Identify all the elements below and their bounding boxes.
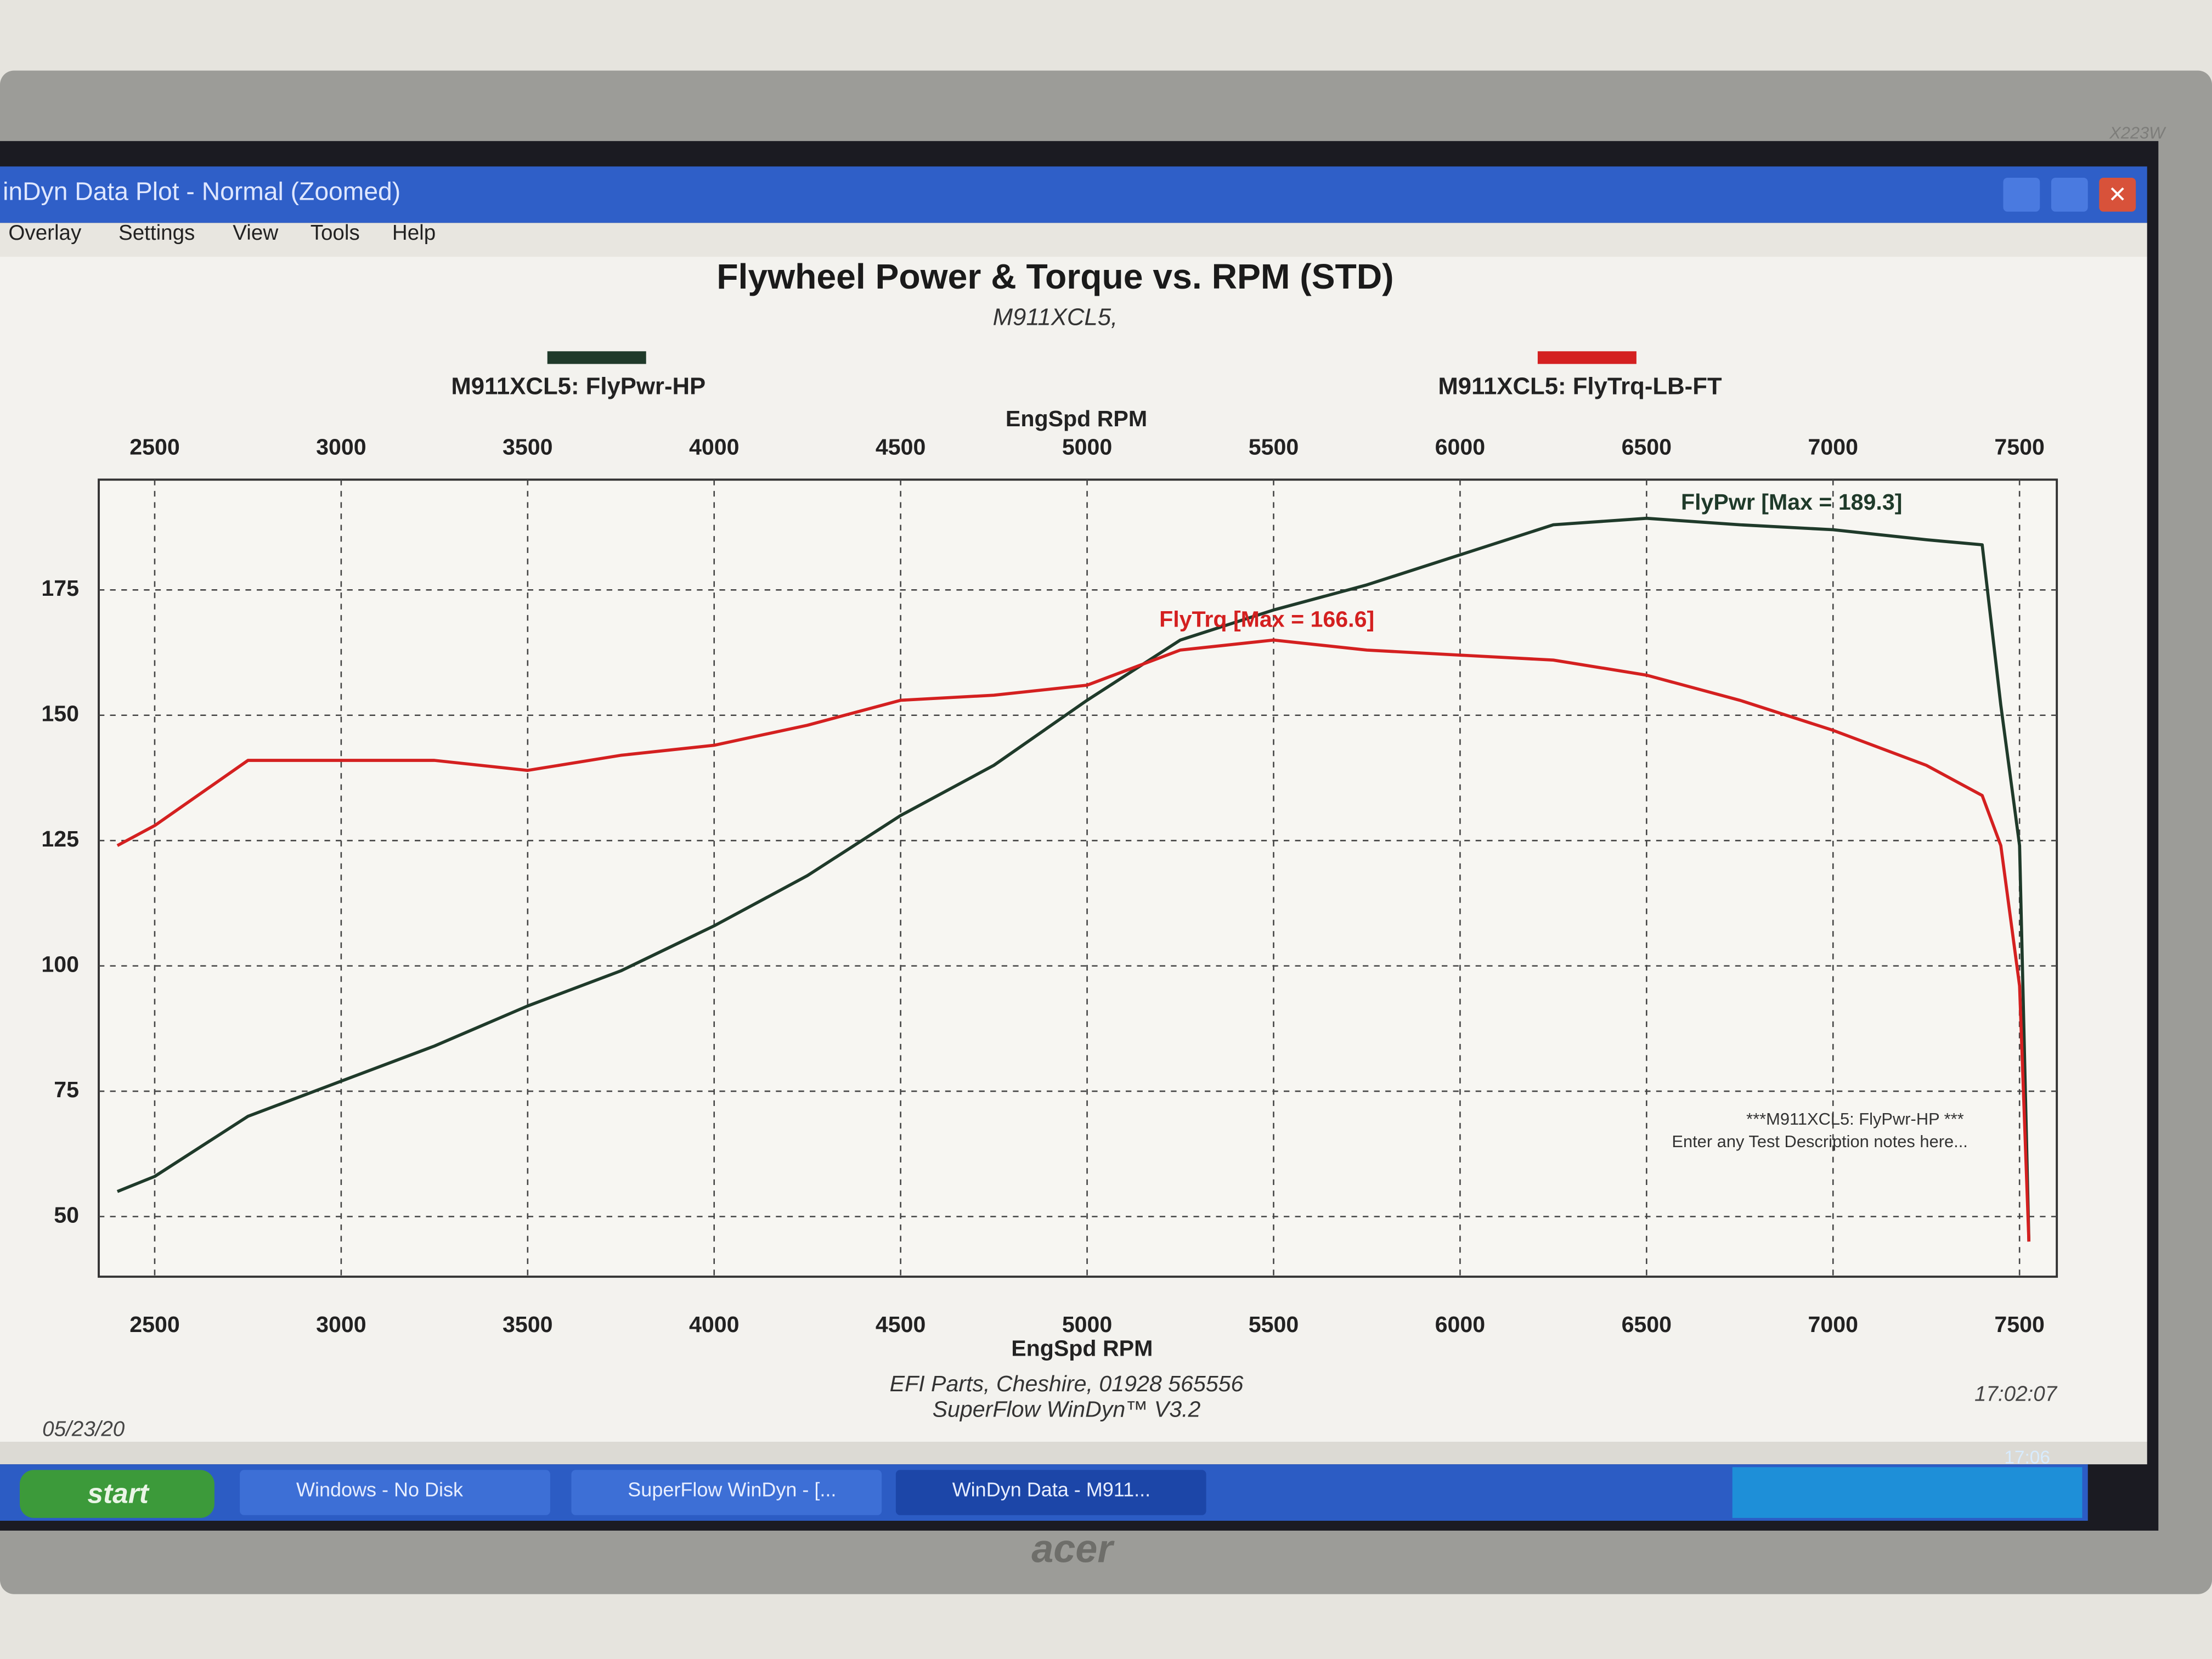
x-tick-label-bottom: 7500 [1994,1312,2045,1337]
menu: Overlay Settings View Tools Help [8,221,436,245]
task-button[interactable] [240,1470,550,1515]
series-line [116,516,2031,1242]
x-tick-label-bottom: 2500 [129,1312,180,1337]
x-tick-label-top: 6000 [1435,435,1486,460]
menu-item[interactable]: Help [392,221,436,245]
x-tick-label-top: 7500 [1994,435,2045,460]
scrollbar[interactable] [0,1442,2147,1465]
start-label: start [87,1477,149,1509]
x-tick-label-bottom: 7000 [1808,1312,1858,1337]
x-tick-label-top: 3000 [316,435,366,460]
menu-item[interactable]: Tools [311,221,360,245]
menu-bar [0,223,2147,257]
x-tick-label-top: 2500 [129,435,180,460]
x-tick-label-top: 5000 [1062,435,1112,460]
y-tick-label: 75 [54,1077,79,1102]
chart-subtitle: M911XCL5, [993,304,1118,331]
plot: 2500 2500 3000 3000 3500 3500 4000 4000 4500 4500… [41,351,2058,1337]
task-label: WinDyn Data - M911... [952,1479,1150,1501]
x-tick-label-top: 5500 [1249,435,1299,460]
x-tick-label-bottom: 6500 [1622,1312,1672,1337]
annotation: FlyTrq [Max = 166.6] [1159,606,1374,631]
annotation: FlyPwr [Max = 189.3] [1681,489,1902,515]
x-tick-label-top: 4500 [876,435,926,460]
y-tick-label: 150 [41,701,79,726]
legend-swatch [1537,351,1637,364]
task-buttons: Windows - No Disk SuperFlow WinDyn - [...… [240,1470,1206,1515]
x-axis-label-top: EngSpd RPM [1006,406,1147,431]
chart-title: Flywheel Power & Torque vs. RPM (STD) [716,257,1393,296]
plot-area [98,478,2058,1278]
x-tick-label-top: 4000 [689,435,739,460]
title-bar [0,166,2147,223]
x-tick-label-bottom: 5000 [1062,1312,1112,1337]
start-button[interactable] [20,1470,215,1518]
legend-label: M911XCL5: FlyTrq-LB-FT [1438,373,1722,400]
close-icon: ✕ [2108,182,2126,207]
window-title: inDyn Data Plot - Normal (Zoomed) [3,177,400,206]
clock: 17:06 [2004,1448,2050,1468]
footer-date: 05/23/20 [42,1418,125,1441]
footer-time: 17:02:07 [1974,1382,2058,1406]
x-tick-label-bottom: 3000 [316,1312,366,1337]
monitor-brand: acer [1031,1527,1115,1571]
task-button[interactable] [895,1470,1206,1515]
monitor-model: X223W [2109,123,2166,142]
task-label: SuperFlow WinDyn - [... [628,1479,836,1501]
footer-software: SuperFlow WinDyn™ V3.2 [933,1396,1201,1421]
close-button[interactable] [2099,178,2136,212]
x-tick-label-bottom: 3500 [503,1312,553,1337]
series-line [116,638,2031,1242]
system-tray [1732,1467,2083,1518]
x-axis-label-bottom: EngSpd RPM [1011,1336,1153,1361]
x-tick-label-top: 7000 [1808,435,1858,460]
minimize-button[interactable] [2003,178,2040,212]
y-tick-label: 125 [41,826,79,851]
x-tick-label-bottom: 5500 [1249,1312,1299,1337]
y-tick-label: 100 [41,951,79,977]
menu-item[interactable]: Settings [119,221,195,245]
footer-company: EFI Parts, Cheshire, 01928 565556 [890,1371,1244,1396]
y-tick-label: 50 [54,1202,79,1227]
x-tick-label-bottom: 6000 [1435,1312,1486,1337]
task-button[interactable] [571,1470,882,1515]
x-tick-label-top: 3500 [503,435,553,460]
legend-swatch [547,351,646,364]
annotation: ***M911XCL5: FlyPwr-HP *** [1746,1109,1964,1128]
legend-label: M911XCL5: FlyPwr-HP [451,373,706,400]
menu-item[interactable]: View [233,221,278,245]
annotation: Enter any Test Description notes here... [1672,1132,1967,1151]
x-tick-label-bottom: 4000 [689,1312,739,1337]
restore-button[interactable] [2051,178,2088,212]
x-tick-label-bottom: 4500 [876,1312,926,1337]
x-tick-label-top: 6500 [1622,435,1672,460]
task-label: Windows - No Disk [296,1479,464,1501]
y-tick-label: 175 [41,575,79,601]
menu-item[interactable]: Overlay [8,221,82,245]
